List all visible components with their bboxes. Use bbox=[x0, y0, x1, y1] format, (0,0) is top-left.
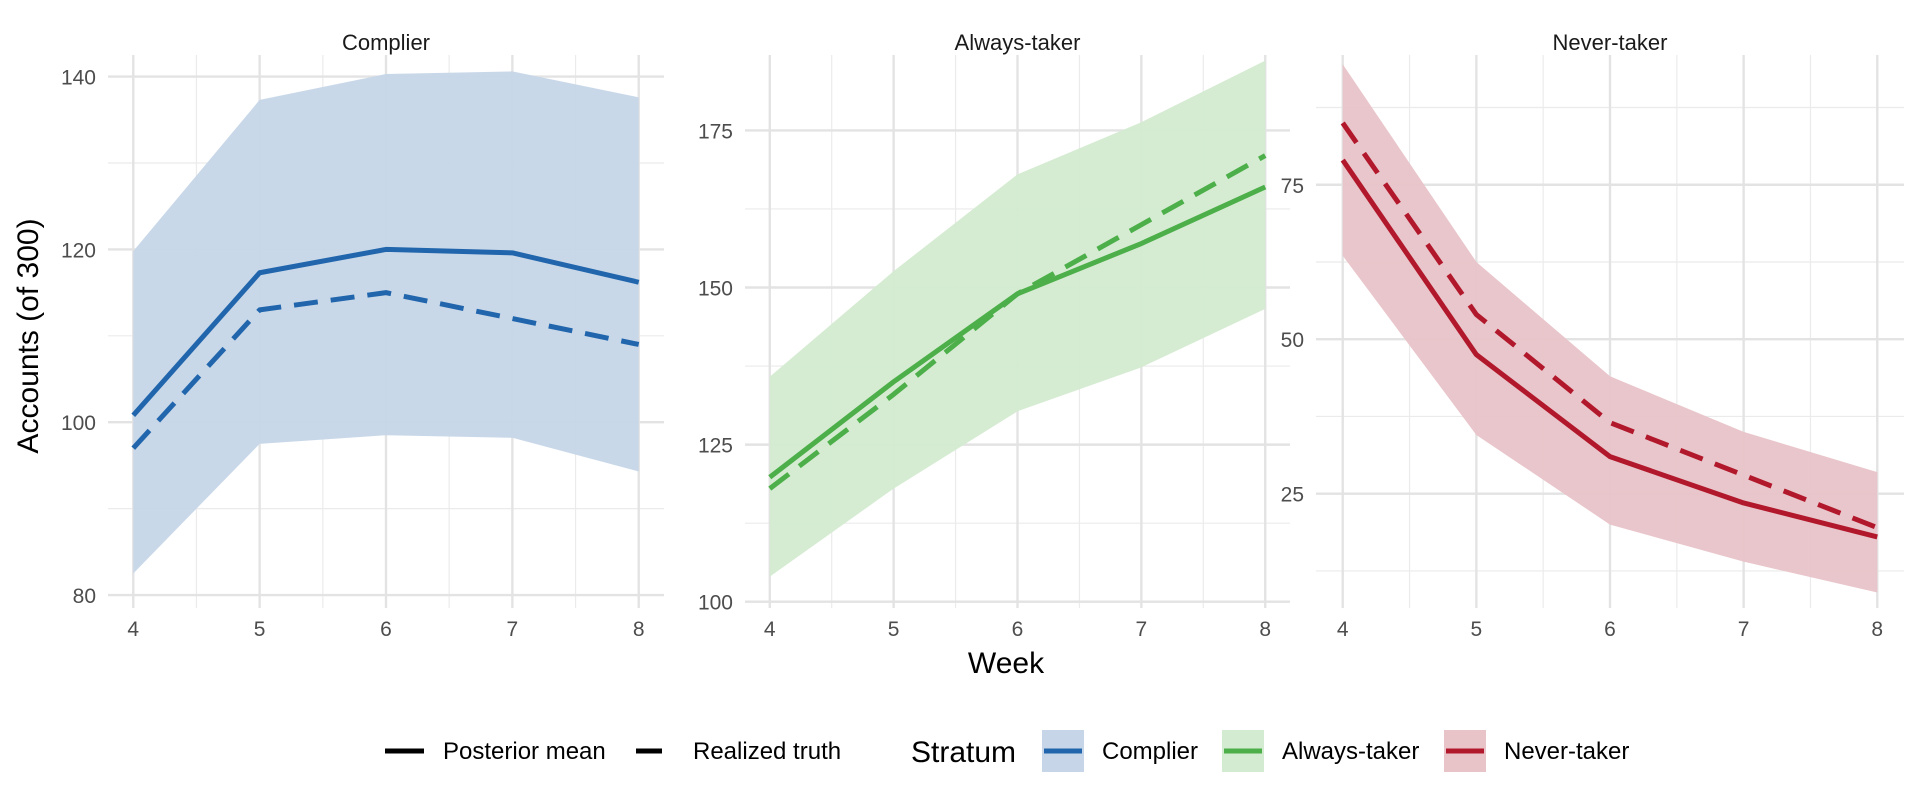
x-tick-label: 8 bbox=[1259, 618, 1271, 641]
x-tick-label: 4 bbox=[127, 618, 139, 641]
posterior-mean-line bbox=[1340, 158, 1878, 540]
legend-label-always-taker: Always-taker bbox=[1282, 738, 1419, 765]
x-tick-label: 7 bbox=[1738, 618, 1750, 641]
y-tick-label: 150 bbox=[698, 278, 733, 301]
y-tick-label: 25 bbox=[1281, 484, 1304, 507]
posterior-mean-line bbox=[131, 246, 640, 417]
x-tick-label: 8 bbox=[633, 618, 645, 641]
credible-band bbox=[133, 71, 639, 574]
x-tick-label: 6 bbox=[1604, 618, 1616, 641]
x-tick-label: 4 bbox=[1337, 618, 1349, 641]
x-tick-label: 5 bbox=[1471, 618, 1483, 641]
y-tick-label: 140 bbox=[61, 67, 96, 90]
legend-label-never-taker: Never-taker bbox=[1504, 738, 1629, 765]
x-tick-label: 5 bbox=[254, 618, 266, 641]
panel-never-taker: Never-taker 25 50 75 4 5 6 7 8 bbox=[1281, 30, 1904, 641]
realized-truth-line bbox=[131, 290, 640, 450]
panels: Complier 80 100 120 140 4 5 6 7 8 Always-taker 100 1… bbox=[61, 30, 1904, 641]
y-tick-label: 75 bbox=[1281, 175, 1304, 198]
panel-title: Complier bbox=[342, 30, 430, 55]
credible-band bbox=[769, 60, 1266, 577]
x-tick-label: 6 bbox=[1012, 618, 1024, 641]
legend-label-complier: Complier bbox=[1102, 738, 1198, 765]
legend-label-posterior-mean: Posterior mean bbox=[443, 738, 606, 765]
y-tick-label: 125 bbox=[698, 435, 733, 458]
legend-title-stratum: Stratum bbox=[911, 736, 1016, 769]
posterior-mean-line bbox=[768, 184, 1267, 480]
credible-band bbox=[1342, 64, 1878, 593]
x-tick-label: 8 bbox=[1871, 618, 1883, 641]
y-tick-label: 50 bbox=[1281, 329, 1304, 352]
y-tick-label: 100 bbox=[61, 412, 96, 435]
y-axis-title: Accounts (of 300) bbox=[12, 218, 45, 453]
y-tick-label: 80 bbox=[73, 585, 96, 608]
panel-title: Always-taker bbox=[955, 30, 1081, 55]
panel-complier: Complier 80 100 120 140 4 5 6 7 8 bbox=[61, 30, 664, 641]
x-tick-label: 5 bbox=[888, 618, 900, 641]
x-tick-label: 7 bbox=[1136, 618, 1148, 641]
realized-truth-line bbox=[1340, 121, 1879, 531]
x-tick-label: 4 bbox=[764, 618, 776, 641]
legend: Posterior mean Realized truth Stratum Compl… bbox=[385, 730, 1629, 772]
legend-label-realized-truth: Realized truth bbox=[693, 738, 841, 765]
panel-always-taker: Always-taker 100 125 150 175 4 5 6 7 8 bbox=[698, 30, 1290, 641]
y-tick-label: 175 bbox=[698, 120, 733, 143]
x-tick-label: 7 bbox=[507, 618, 519, 641]
y-tick-label: 100 bbox=[698, 592, 733, 615]
x-tick-label: 6 bbox=[380, 618, 392, 641]
panel-title: Never-taker bbox=[1553, 30, 1668, 55]
x-axis-title: Week bbox=[968, 647, 1045, 680]
y-tick-label: 120 bbox=[61, 239, 96, 262]
